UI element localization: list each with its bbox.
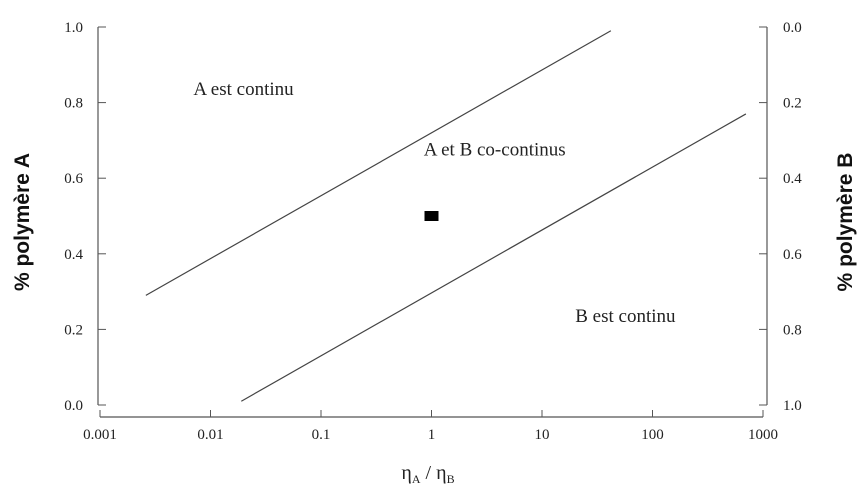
y-tick-label-right: 0.4 [783,171,802,187]
x-axis-title-eta-a: η [401,462,411,484]
y-tick-label-right: 1.0 [783,398,802,414]
y-tick-label-left: 0.0 [64,398,83,414]
x-tick-label: 1 [428,427,436,443]
y-tick-label-right: 0.2 [783,96,802,112]
y-tick-label-left: 0.2 [64,322,83,338]
y-tick-label-right: 0.0 [783,20,802,36]
y-tick-label-right: 0.6 [783,247,802,263]
region-label: A et B co-continus [424,140,566,161]
y-axis-title-right: % polymère B [834,153,857,292]
x-axis-title-sep: / [421,462,437,484]
x-tick-label: 0.001 [83,427,117,443]
series-group [145,30,747,402]
boundary-line-1 [145,30,612,296]
region-label: A est continu [193,79,294,100]
boundary-line-2 [241,113,747,402]
x-axis-title-sub-b: B [447,472,455,486]
region-label: B est continu [575,306,676,327]
y-tick-label-left: 0.4 [64,247,83,263]
x-tick-label: 10 [535,427,550,443]
x-tick-label: 0.1 [312,427,331,443]
x-tick-label: 1000 [748,427,778,443]
ticks: 0.001 0.01 0.1 1 10 100 1000 0.0 0.2 0.4 0.6 0.8 1.0… [64,20,802,443]
y-tick-label-right: 0.8 [783,322,802,338]
x-tick-label: 0.01 [197,427,223,443]
y-tick-label-left: 1.0 [64,20,83,36]
x-tick-label: 100 [641,427,664,443]
annotations-group: A est continu A et B co-continus B est con… [193,79,676,327]
x-axis-title: ηA / ηB [401,462,454,486]
x-axis-title-sub-a: A [412,472,421,486]
points-group [424,211,439,221]
data-point-marker [424,211,439,221]
y-axis-title-left: % polymère A [11,153,34,291]
y-tick-label-left: 0.8 [64,96,83,112]
x-axis-title-eta-b: η [436,462,446,484]
y-tick-label-left: 0.6 [64,171,83,187]
